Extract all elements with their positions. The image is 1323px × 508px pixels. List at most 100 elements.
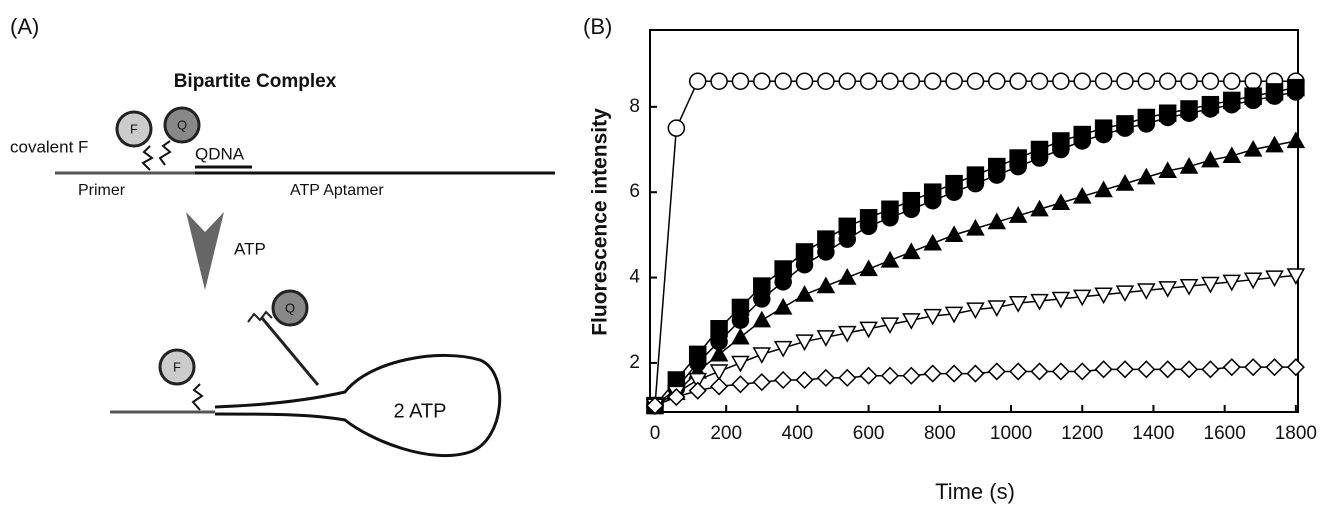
marker [1094,360,1113,379]
marker [1179,278,1199,296]
fluorophore-label: F [130,121,138,136]
marker [1158,72,1177,90]
marker [1244,91,1262,110]
marker [859,72,878,90]
marker [859,321,878,339]
label: QDNA [195,144,245,163]
marker [1094,125,1113,144]
x-tick-label: 600 [853,423,885,444]
marker [1222,146,1242,164]
marker [1180,104,1198,122]
marker [1158,161,1177,178]
marker [966,72,985,90]
x-tick-label: 400 [782,423,814,444]
marker [1243,272,1263,290]
marker [1286,358,1305,377]
marker [945,183,963,201]
marker [988,166,1006,184]
marker [1008,296,1028,313]
marker [966,302,985,320]
marker [774,370,793,390]
fluorophore-label: F [173,359,181,374]
linker [247,310,273,323]
marker [1222,358,1241,377]
marker [817,72,835,90]
marker [923,364,942,383]
marker [1030,199,1049,217]
panel-label: (A) [10,14,39,39]
marker [1158,108,1177,127]
marker [1222,274,1242,292]
marker [774,72,792,90]
marker [1244,72,1262,90]
y-tick-label: 4 [629,267,640,288]
marker [1115,174,1135,191]
marker [902,313,921,330]
marker [966,174,985,193]
marker [1137,72,1156,90]
x-axis-label: Time (s) [935,479,1015,504]
marker [795,370,814,390]
marker [1094,180,1113,198]
series-line [654,274,1296,407]
marker [1137,283,1156,300]
marker [1073,72,1091,90]
marker [902,200,921,219]
marker [709,344,729,362]
arrow-notch [186,212,224,232]
marker [816,276,836,294]
marker [859,366,878,385]
marker [966,364,985,383]
marker [1073,362,1092,381]
marker [1051,291,1071,309]
marker [1201,150,1220,168]
x-tick-label: 1400 [1132,423,1174,444]
marker [1116,119,1134,137]
marker [988,72,1006,90]
marker [816,368,835,387]
marker [1265,87,1284,105]
marker [966,218,985,236]
marker [838,230,856,248]
linker [158,140,172,166]
marker [1286,131,1306,149]
marker [1287,83,1305,101]
marker [709,364,729,381]
marker [773,340,793,358]
fluorophore [115,110,153,148]
marker [987,300,1007,317]
marker [880,317,900,335]
marker [731,311,750,329]
linker [191,383,204,411]
marker [1051,362,1070,381]
marker [753,290,771,308]
marker [1201,276,1220,294]
marker [1265,270,1284,288]
marker [837,268,857,285]
marker [1158,281,1177,298]
marker [880,366,900,385]
x-tick-label: 800 [924,423,956,444]
marker [944,225,964,243]
arrow [186,212,224,290]
panel-a: (A) Bipartite Complex F Q covalent F QDN… [10,14,555,458]
panel-b: (B) Time (s) Fluorescence intensity 0 200… [583,14,1317,504]
marker [837,325,857,343]
marker [1115,285,1135,303]
marker [945,72,963,90]
marker [1009,362,1028,381]
marker [902,72,921,90]
marker [795,255,814,274]
marker [923,72,942,90]
marker [817,243,835,261]
marker [1008,206,1028,223]
marker [987,362,1006,381]
diagram-title: Bipartite Complex [174,71,337,92]
x-tick-label: 1000 [990,423,1032,444]
marker [902,366,921,385]
marker [1116,72,1134,90]
marker [1223,72,1241,90]
marker [1244,358,1263,377]
marker [923,191,942,210]
marker [859,259,878,277]
